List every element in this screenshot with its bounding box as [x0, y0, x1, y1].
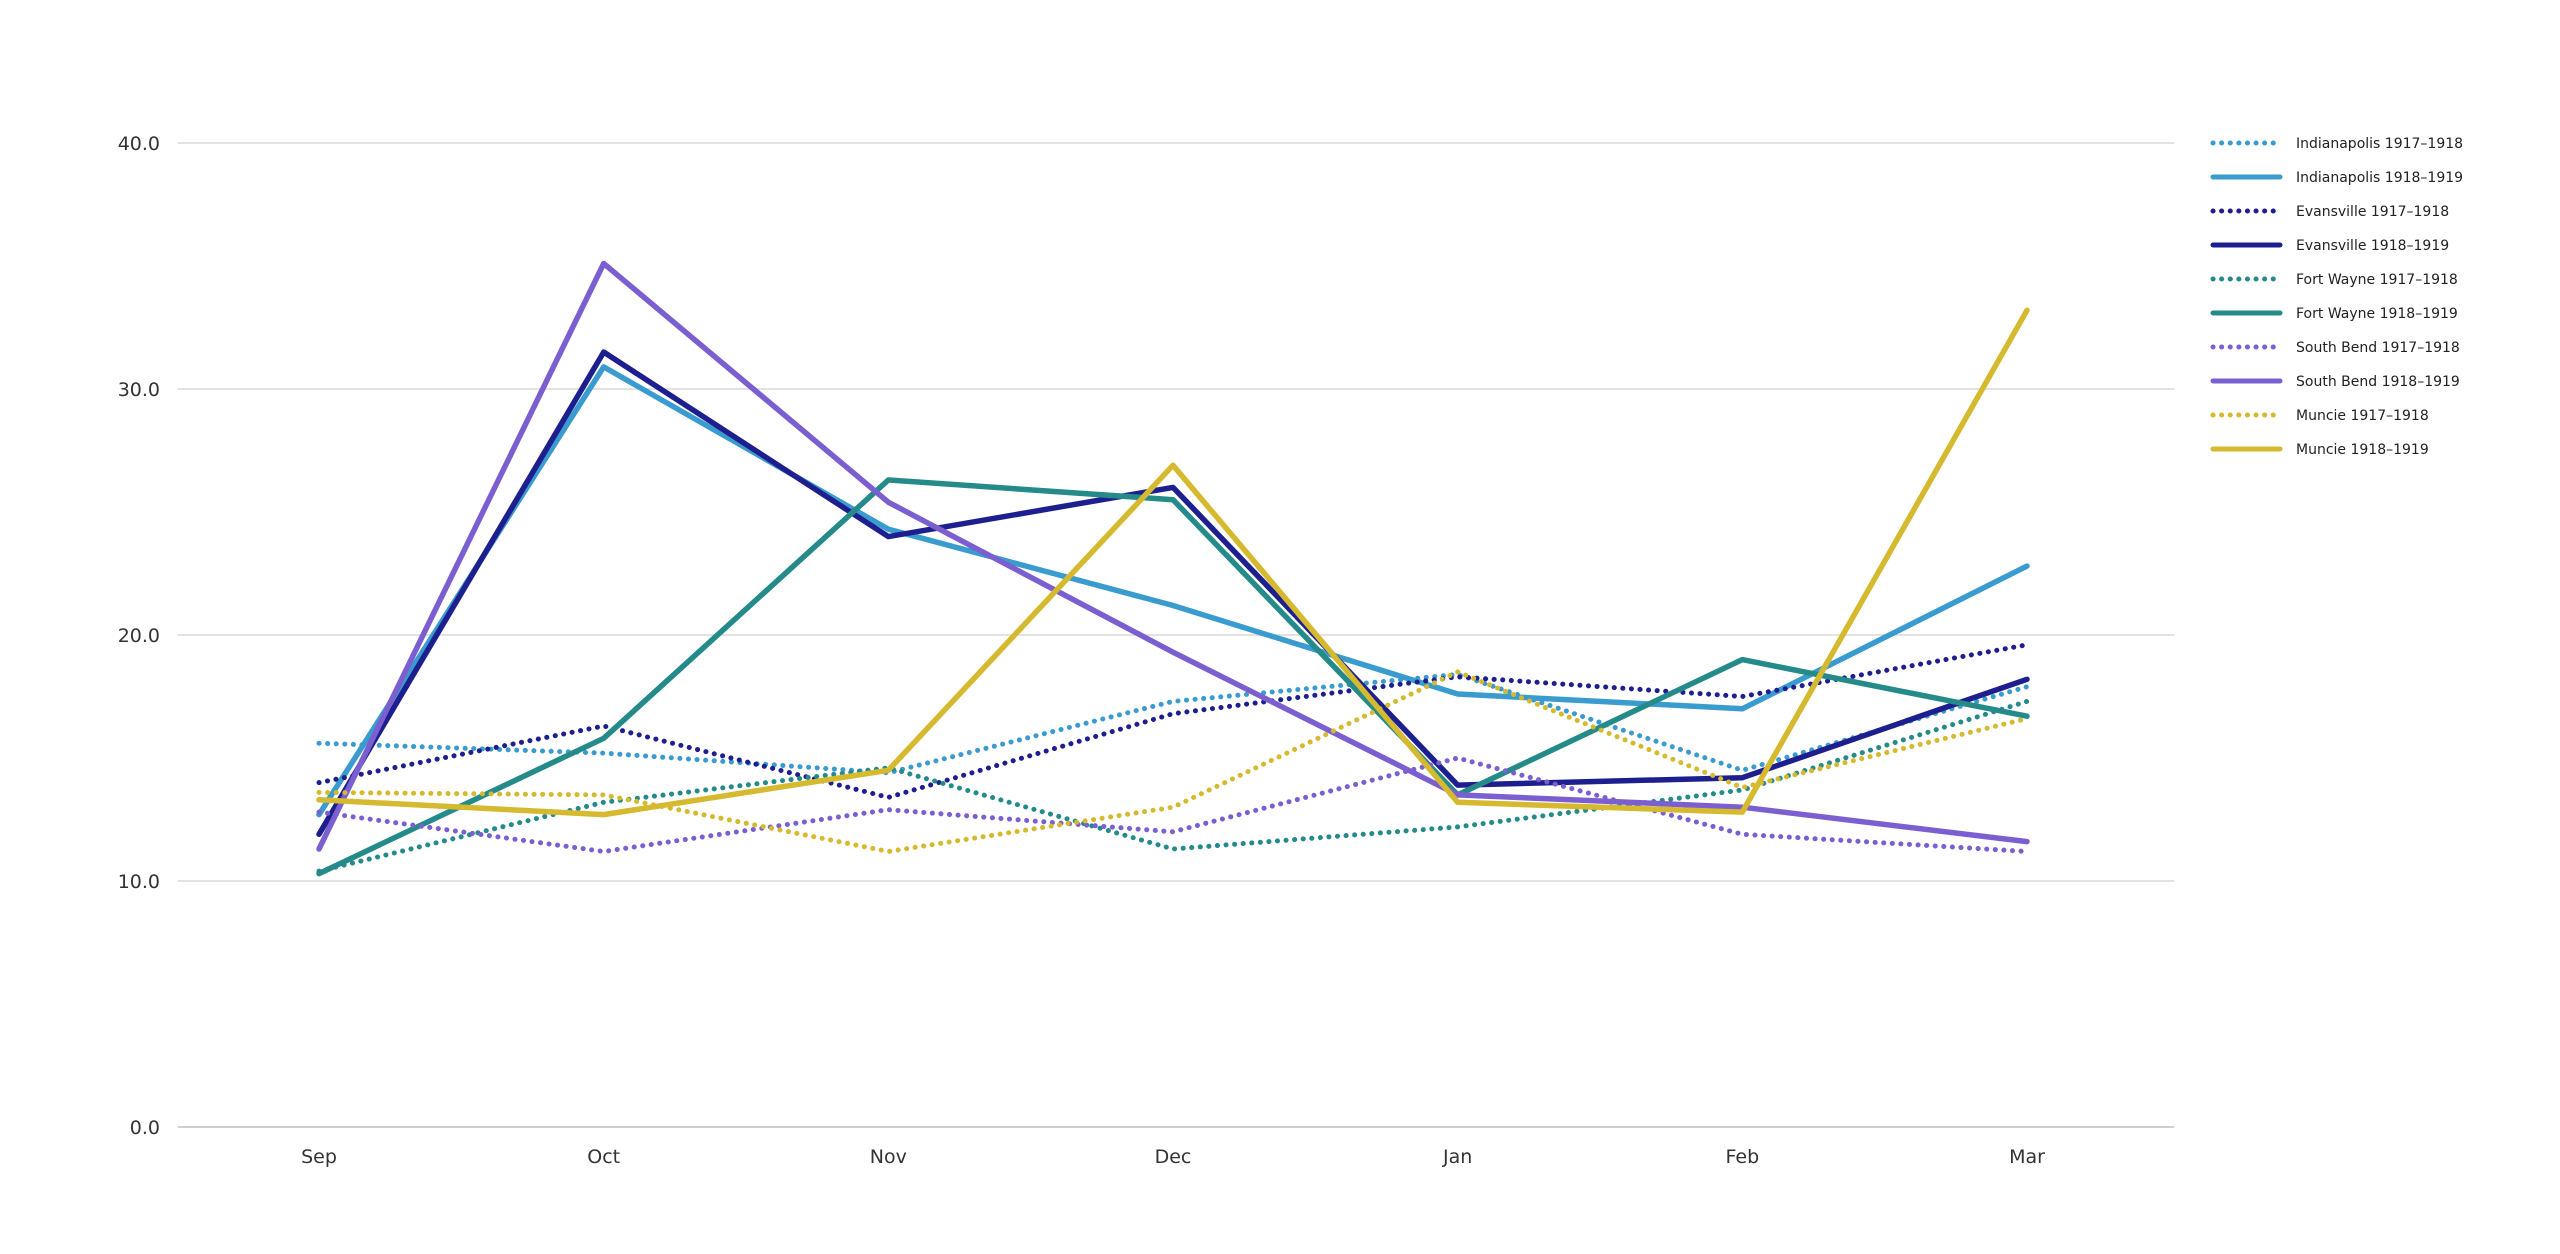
legend-label: Indianapolis 1918–1919: [2296, 170, 2463, 186]
y-tick-label: 30.0: [118, 379, 160, 401]
series-line-10: [316, 307, 2030, 818]
legend: Indianapolis 1917–1918 Indianapolis 1918–…: [2210, 136, 2463, 458]
x-tick-label: Mar: [2009, 1146, 2045, 1168]
y-tick-label: 0.0: [130, 1117, 160, 1139]
series-line-1: [316, 671, 2030, 776]
x-tick-label: Feb: [1726, 1146, 1760, 1168]
y-tick-label: 10.0: [118, 871, 160, 893]
y-tick-label: 40.0: [118, 133, 160, 155]
series-line-3: [316, 642, 2030, 800]
legend-label: Muncie 1918–1919: [2296, 442, 2429, 458]
series-lines: [316, 260, 2030, 877]
legend-label: South Bend 1917–1918: [2296, 340, 2460, 356]
x-tick-label: Sep: [301, 1146, 337, 1168]
x-tick-label: Nov: [870, 1146, 907, 1168]
y-axis-ticks: 0.0 10.0 20.0 30.0 40.0: [118, 133, 160, 1139]
series-line-2: [316, 364, 2030, 818]
legend-label: Fort Wayne 1917–1918: [2296, 272, 2458, 288]
legend-label: Muncie 1917–1918: [2296, 408, 2429, 424]
legend-label: Evansville 1918–1919: [2296, 238, 2449, 254]
x-tick-label: Dec: [1155, 1146, 1192, 1168]
series-line-9: [316, 669, 2030, 854]
x-tick-label: Oct: [587, 1146, 620, 1168]
legend-label: Indianapolis 1917–1918: [2296, 136, 2463, 152]
series-line-6: [316, 477, 2030, 877]
y-tick-label: 20.0: [118, 625, 160, 647]
legend-label: Fort Wayne 1918–1919: [2296, 306, 2458, 322]
legend-label: Evansville 1917–1918: [2296, 204, 2449, 220]
x-axis-ticks: Sep Oct Nov Dec Jan Feb Mar: [301, 1146, 2045, 1168]
gridlines: [178, 142, 2174, 1128]
series-line-7: [316, 755, 2030, 854]
series-line-5: [316, 698, 2030, 874]
series-line-4: [316, 349, 2030, 838]
x-tick-label: Jan: [1442, 1146, 1472, 1168]
legend-label: South Bend 1918–1919: [2296, 374, 2460, 390]
